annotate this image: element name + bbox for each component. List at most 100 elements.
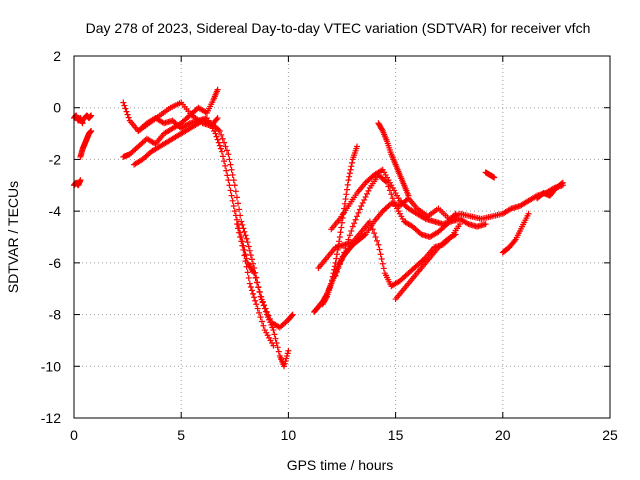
data-point-arc-c	[285, 347, 292, 354]
data-point-arc-h	[349, 159, 356, 166]
data-point-arc-h	[323, 294, 330, 301]
data-point-arc-c	[274, 344, 281, 351]
x-tick-label: 25	[602, 427, 618, 443]
data-point-arc-e	[236, 229, 243, 236]
x-tick-label: 0	[70, 427, 78, 443]
data-point-arc-o	[559, 179, 566, 186]
data-point-arc-c	[259, 299, 266, 306]
data-point-arc-o	[558, 180, 565, 187]
y-tick-label: -12	[41, 410, 61, 426]
data-point-arc-d	[213, 116, 220, 123]
y-tick-label: -10	[41, 358, 61, 374]
data-point-arc-h	[334, 246, 341, 253]
data-point-arc-i	[352, 216, 359, 223]
data-point-arc-e	[238, 238, 245, 245]
data-point-arc-a	[125, 114, 132, 121]
data-point-arc-c	[256, 288, 263, 295]
data-point-arc-i	[364, 190, 371, 197]
data-point-arc-a	[225, 177, 232, 184]
data-point-arc-c	[226, 156, 233, 163]
data-point-arc-c	[225, 151, 232, 158]
data-point-arc-e	[254, 305, 261, 312]
data-point-arc-h	[346, 173, 353, 180]
data-point-arc-a	[213, 133, 220, 140]
data-point-arc-c	[251, 265, 258, 272]
data-point-arc-a	[121, 102, 128, 109]
data-point-arc-h	[337, 229, 344, 236]
data-point-arc-i	[339, 253, 346, 260]
data-point-arc-a	[214, 136, 221, 143]
data-point-arc-early-1	[79, 120, 86, 127]
data-point-arc-i	[388, 191, 395, 198]
data-point-arc-a	[228, 192, 235, 199]
data-point-arc-e	[247, 283, 254, 290]
data-point-arc-g	[371, 230, 378, 237]
data-point-arc-a	[220, 153, 227, 160]
data-point-arc-g	[375, 241, 382, 248]
data-point-arc-l	[452, 231, 459, 238]
data-point-arc-c	[250, 260, 257, 267]
data-point-arc-i	[356, 206, 363, 213]
data-point-arc-c	[240, 225, 247, 232]
data-point-arc-a	[229, 197, 236, 204]
data-point-arc-e	[237, 234, 244, 240]
data-point-arc-c	[235, 200, 242, 207]
data-point-arc-i	[333, 268, 340, 275]
data-point-arc-c	[229, 171, 236, 178]
data-point-arc-a	[230, 202, 237, 209]
data-point-arc-h	[332, 259, 339, 266]
data-point-arc-early-2	[77, 177, 84, 184]
data-point-arc-c	[275, 348, 282, 355]
data-point-arc-i	[336, 261, 343, 268]
data-point-arc-a	[289, 311, 296, 318]
data-point-arc-e	[257, 314, 264, 321]
data-point-arc-i	[355, 209, 362, 216]
plot-frame	[73, 55, 611, 419]
data-point-arc-a	[221, 158, 228, 165]
data-point-arc-c	[239, 221, 246, 228]
data-point-arc-c	[260, 302, 267, 309]
data-point-arc-c	[223, 147, 230, 154]
data-point-arc-h	[342, 196, 349, 203]
data-point-arc-c	[244, 239, 251, 246]
data-point-arc-h	[346, 170, 353, 177]
data-point-arc-i	[362, 193, 369, 200]
data-point-arc-h	[335, 242, 342, 249]
data-point-arc-c	[236, 206, 243, 213]
data-point-arc-e	[260, 322, 267, 329]
data-point-arc-h	[328, 280, 335, 287]
x-tick-label: 5	[177, 427, 185, 443]
data-point-arc-b	[214, 86, 221, 93]
data-point-arc-i	[346, 232, 353, 239]
data-point-arc-h	[354, 143, 361, 150]
data-point-arc-g	[379, 260, 386, 267]
data-point-arc-i	[344, 240, 351, 247]
data-point-arc-i	[335, 265, 342, 272]
data-point-arc-i	[358, 202, 365, 209]
y-tick-label: -4	[49, 203, 62, 219]
data-point-arc-g	[369, 226, 376, 233]
data-point-arc-i	[452, 210, 459, 217]
data-point-arc-c	[233, 194, 240, 201]
data-point-arc-e	[235, 225, 242, 232]
data-point-arc-a	[226, 182, 233, 189]
data-point-arc-g	[372, 234, 379, 240]
data-point-arc-n	[525, 210, 532, 217]
data-point-arc-a	[215, 139, 222, 146]
data-point-arc-c	[231, 182, 238, 189]
data-point-arc-i	[338, 257, 345, 264]
data-point-arc-a	[218, 148, 225, 155]
data-point-arc-c	[221, 139, 228, 146]
data-point-arc-e	[240, 246, 247, 253]
data-point-arc-c	[262, 308, 269, 315]
y-tick-label: 0	[53, 100, 61, 116]
data-point-arc-g	[377, 251, 384, 258]
data-point-arc-c	[227, 161, 234, 168]
data-point-arc-h	[344, 186, 351, 193]
data-point-arc-c	[261, 305, 268, 312]
data-point-arc-i	[365, 187, 372, 194]
data-point-arc-i	[389, 195, 396, 202]
data-point-arc-i	[341, 249, 348, 256]
y-tick-label: -6	[49, 255, 62, 271]
